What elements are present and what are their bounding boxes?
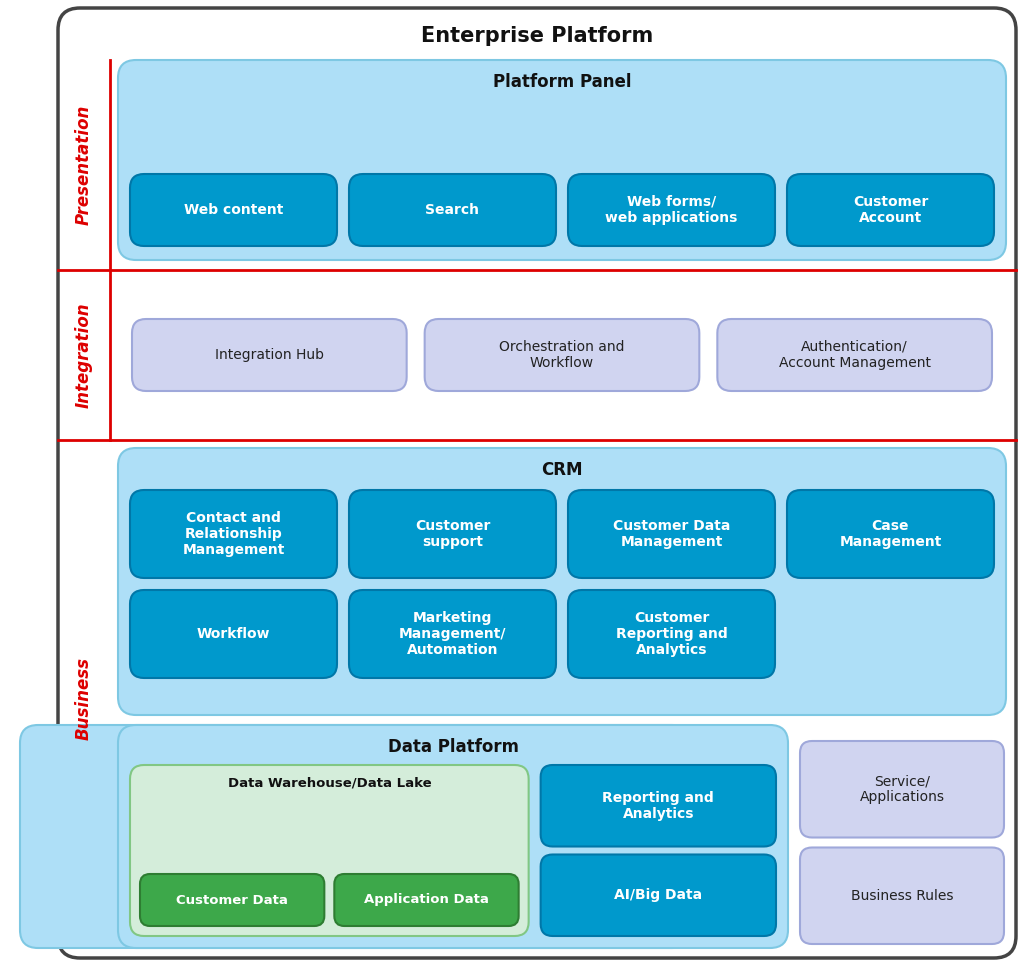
FancyBboxPatch shape xyxy=(118,448,1006,715)
FancyBboxPatch shape xyxy=(349,490,556,578)
FancyBboxPatch shape xyxy=(349,174,556,246)
Text: Orchestration and
Workflow: Orchestration and Workflow xyxy=(500,340,625,370)
FancyBboxPatch shape xyxy=(568,590,775,678)
FancyBboxPatch shape xyxy=(118,725,788,948)
FancyBboxPatch shape xyxy=(130,490,337,578)
FancyBboxPatch shape xyxy=(118,60,1006,260)
FancyBboxPatch shape xyxy=(130,590,337,678)
Text: Web forms/
web applications: Web forms/ web applications xyxy=(605,195,737,226)
Text: Integration: Integration xyxy=(75,302,93,408)
FancyBboxPatch shape xyxy=(568,174,775,246)
Text: Reporting and
Analytics: Reporting and Analytics xyxy=(602,791,714,821)
FancyBboxPatch shape xyxy=(541,765,776,846)
FancyBboxPatch shape xyxy=(349,590,556,678)
Text: Presentation: Presentation xyxy=(75,105,93,226)
Text: Data Platform: Data Platform xyxy=(387,738,518,756)
FancyBboxPatch shape xyxy=(787,174,994,246)
Text: Business: Business xyxy=(75,657,93,741)
Text: Search: Search xyxy=(426,203,479,217)
FancyBboxPatch shape xyxy=(425,319,699,391)
Text: Web content: Web content xyxy=(184,203,284,217)
FancyBboxPatch shape xyxy=(718,319,992,391)
Text: CRM: CRM xyxy=(542,461,583,479)
FancyBboxPatch shape xyxy=(800,741,1004,837)
Text: Customer Data
Management: Customer Data Management xyxy=(612,519,730,549)
Text: Service/
Applications: Service/ Applications xyxy=(859,774,944,804)
Text: Customer
Reporting and
Analytics: Customer Reporting and Analytics xyxy=(615,611,727,657)
Text: Customer Data: Customer Data xyxy=(176,893,288,906)
Text: Data Warehouse/Data Lake: Data Warehouse/Data Lake xyxy=(227,776,431,790)
Text: Business Rules: Business Rules xyxy=(851,889,953,903)
FancyBboxPatch shape xyxy=(130,174,337,246)
FancyBboxPatch shape xyxy=(541,855,776,936)
Text: Integration Hub: Integration Hub xyxy=(215,348,324,362)
Text: Enterprise Platform: Enterprise Platform xyxy=(421,26,653,46)
Text: Customer
Account: Customer Account xyxy=(853,195,928,226)
Text: Workflow: Workflow xyxy=(197,627,270,641)
FancyBboxPatch shape xyxy=(334,874,518,926)
Text: Platform Panel: Platform Panel xyxy=(493,73,631,91)
FancyBboxPatch shape xyxy=(20,725,690,948)
Text: Application Data: Application Data xyxy=(365,893,488,906)
Text: Case
Management: Case Management xyxy=(840,519,942,549)
FancyBboxPatch shape xyxy=(787,490,994,578)
Text: AI/Big Data: AI/Big Data xyxy=(614,889,702,902)
FancyBboxPatch shape xyxy=(800,848,1004,944)
Text: Contact and
Relationship
Management: Contact and Relationship Management xyxy=(182,511,285,558)
Text: Customer
support: Customer support xyxy=(415,519,490,549)
Text: Authentication/
Account Management: Authentication/ Account Management xyxy=(778,340,931,370)
FancyBboxPatch shape xyxy=(568,490,775,578)
FancyBboxPatch shape xyxy=(140,874,325,926)
FancyBboxPatch shape xyxy=(58,8,1016,958)
Text: Marketing
Management/
Automation: Marketing Management/ Automation xyxy=(398,611,506,657)
FancyBboxPatch shape xyxy=(132,319,407,391)
FancyBboxPatch shape xyxy=(130,765,528,936)
